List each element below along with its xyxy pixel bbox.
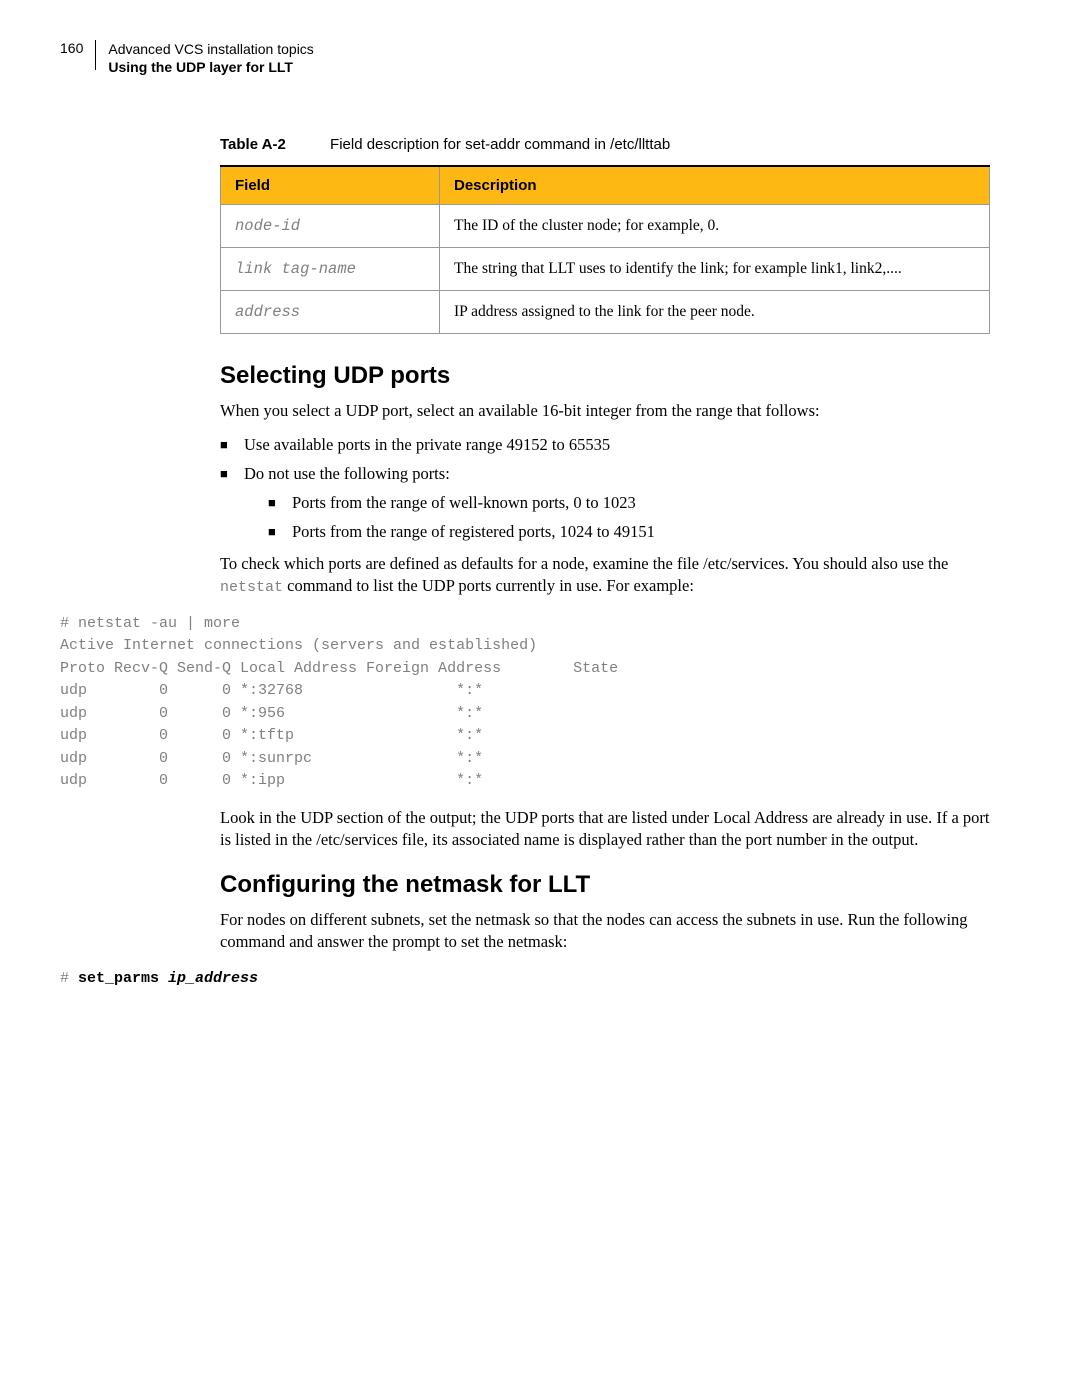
- th-desc: Description: [440, 166, 990, 205]
- header-divider: [95, 40, 96, 70]
- cell-desc: The string that LLT uses to identify the…: [440, 248, 990, 291]
- para: To check which ports are defined as defa…: [220, 553, 990, 599]
- cell-field: address: [221, 291, 440, 334]
- cell-desc: IP address assigned to the link for the …: [440, 291, 990, 334]
- para-text-b: command to list the UDP ports currently …: [283, 576, 694, 595]
- list-item: Do not use the following ports: Ports fr…: [220, 462, 990, 543]
- list-item: Ports from the range of registered ports…: [268, 520, 990, 543]
- list-item: Use available ports in the private range…: [220, 433, 990, 456]
- code-bold: set_parms: [78, 970, 168, 987]
- table-caption-text: Field description for set-addr command i…: [330, 136, 670, 153]
- table-row: node-id The ID of the cluster node; for …: [221, 205, 990, 248]
- header-line1: Advanced VCS installation topics: [108, 41, 313, 57]
- para: Look in the UDP section of the output; t…: [220, 807, 990, 852]
- header-text: Advanced VCS installation topics Using t…: [108, 40, 313, 76]
- table-row: link tag-name The string that LLT uses t…: [221, 248, 990, 291]
- bullet-list: Use available ports in the private range…: [220, 433, 990, 543]
- cell-desc: The ID of the cluster node; for example,…: [440, 205, 990, 248]
- page-number: 160: [60, 40, 83, 56]
- table-row: address IP address assigned to the link …: [221, 291, 990, 334]
- para: For nodes on different subnets, set the …: [220, 909, 990, 954]
- code-italic: ip_address: [168, 970, 258, 987]
- inline-code: netstat: [220, 579, 283, 596]
- table-caption-label: Table A-2: [220, 136, 286, 153]
- header-line2: Using the UDP layer for LLT: [108, 59, 293, 75]
- para-text-a: To check which ports are defined as defa…: [220, 554, 948, 573]
- code-block-setparms: # set_parms ip_address: [60, 968, 990, 991]
- field-table: Field Description node-id The ID of the …: [220, 165, 990, 334]
- list-item-text: Do not use the following ports:: [244, 464, 450, 483]
- cell-field: node-id: [221, 205, 440, 248]
- cell-field: link tag-name: [221, 248, 440, 291]
- heading-netmask: Configuring the netmask for LLT: [220, 871, 990, 899]
- table-caption: Table A-2 Field description for set-addr…: [220, 136, 990, 153]
- nested-list: Ports from the range of well-known ports…: [268, 491, 990, 543]
- code-block-netstat: # netstat -au | more Active Internet con…: [60, 613, 990, 793]
- heading-selecting-udp: Selecting UDP ports: [220, 362, 990, 390]
- th-field: Field: [221, 166, 440, 205]
- code-prefix: #: [60, 970, 78, 987]
- para: When you select a UDP port, select an av…: [220, 400, 990, 422]
- list-item: Ports from the range of well-known ports…: [268, 491, 990, 514]
- page-header: 160 Advanced VCS installation topics Usi…: [60, 40, 990, 76]
